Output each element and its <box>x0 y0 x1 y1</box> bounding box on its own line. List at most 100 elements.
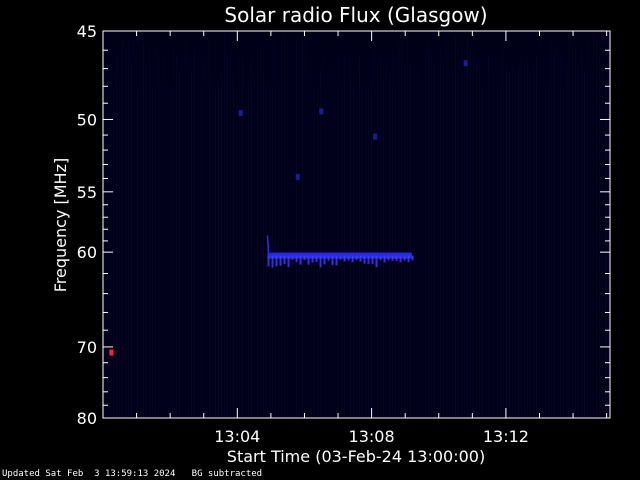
noise-streak <box>299 31 300 419</box>
burst-texture <box>271 255 274 268</box>
burst-texture <box>331 255 334 266</box>
noise-streak <box>524 65 525 418</box>
noise-streak <box>275 32 276 418</box>
burst-texture <box>403 255 406 261</box>
noise-streak <box>227 52 228 418</box>
noise-streak <box>479 68 480 418</box>
noise-streak <box>362 73 363 418</box>
spot <box>238 110 243 117</box>
burst-texture <box>307 255 310 265</box>
noise-streak <box>239 52 240 419</box>
noise-streak <box>335 67 336 418</box>
burst-texture <box>323 255 326 265</box>
noise-streak <box>167 86 168 419</box>
noise-streak <box>323 52 324 419</box>
noise-streak <box>359 55 360 418</box>
noise-streak <box>209 38 210 418</box>
noise-streak <box>554 51 555 419</box>
noise-streak <box>482 87 483 419</box>
status-footer: Updated Sat Feb 3 13:59:13 2024 BG subtr… <box>2 469 262 479</box>
noise-streak <box>470 47 471 418</box>
y-tick-label: 50 <box>77 110 97 129</box>
noise-streak <box>536 54 537 419</box>
noise-streak <box>347 84 348 419</box>
noise-streak <box>143 42 144 418</box>
noise-streak <box>200 81 201 418</box>
noise-streak <box>290 52 291 419</box>
x-tick-label: 13:08 <box>349 427 395 446</box>
burst-texture <box>367 255 370 264</box>
noise-streak <box>176 55 177 419</box>
noise-streak <box>434 65 435 418</box>
noise-streak <box>464 74 465 418</box>
noise-streak <box>113 83 114 419</box>
noise-streak <box>326 83 327 419</box>
noise-streak <box>284 34 285 419</box>
axes: 13:04 13:08 13:12 45 50 55 60 70 80 <box>77 22 611 446</box>
burst-texture <box>391 255 394 261</box>
y-tick-label: 60 <box>77 243 97 262</box>
noise-streak <box>278 80 279 419</box>
burst-texture <box>327 255 330 261</box>
burst-texture <box>319 255 322 268</box>
burst-texture <box>407 255 410 263</box>
burst-onset <box>266 235 270 254</box>
noise-streak <box>338 53 339 418</box>
burst-texture <box>295 255 298 263</box>
noise-streak <box>206 45 207 418</box>
noise-streak <box>413 54 414 419</box>
noise-streak <box>281 39 282 419</box>
noise-streak <box>599 49 600 419</box>
burst-texture <box>379 255 382 261</box>
noise-streak <box>233 75 234 418</box>
noise-streak <box>185 36 186 419</box>
noise-streak <box>179 70 180 418</box>
burst-texture <box>315 255 318 263</box>
noise-streak <box>191 69 192 418</box>
noise-streak <box>497 88 498 418</box>
bg-note: BG subtracted <box>191 469 263 479</box>
noise-streak <box>188 55 189 419</box>
burst-texture <box>399 255 402 263</box>
noise-streak <box>593 31 594 419</box>
noise-streak <box>572 40 573 419</box>
noise-streak <box>518 67 519 418</box>
noise-streak <box>161 77 162 418</box>
noise-streak <box>521 51 522 418</box>
noise-streak <box>305 37 306 418</box>
burst-texture <box>387 255 390 261</box>
noise-streak <box>491 43 492 418</box>
noise-streak <box>260 40 261 418</box>
noise-streak <box>383 77 384 418</box>
noise-streak <box>155 44 156 418</box>
burst-texture <box>275 255 278 267</box>
noise-streak <box>542 86 543 418</box>
noise-streak <box>251 59 252 418</box>
burst-texture <box>355 255 358 261</box>
noise-streak <box>398 40 399 419</box>
plot-background <box>103 31 610 418</box>
spot <box>319 108 324 115</box>
noise-streak <box>341 85 342 418</box>
noise-streak <box>215 89 216 418</box>
noise-streak <box>122 35 123 418</box>
noise-streak <box>473 44 474 419</box>
noise-streak <box>152 90 153 418</box>
noise-streak <box>563 89 564 418</box>
noise-streak <box>428 41 429 418</box>
x-tick-label: 13:12 <box>483 427 529 446</box>
noise-streak <box>302 36 303 418</box>
noise-streak <box>314 75 315 418</box>
noise-streak <box>371 80 372 418</box>
noise-streak <box>488 55 489 419</box>
noise-streak <box>404 62 405 419</box>
noise-streak <box>455 37 456 418</box>
noise-streak <box>485 87 486 418</box>
noise-streak <box>608 31 609 418</box>
chart-title: Solar radio Flux (Glasgow) <box>224 3 487 27</box>
noise-streak <box>437 40 438 418</box>
noise-streak <box>578 62 579 419</box>
burst-texture <box>339 255 342 260</box>
noise-streak <box>581 43 582 418</box>
